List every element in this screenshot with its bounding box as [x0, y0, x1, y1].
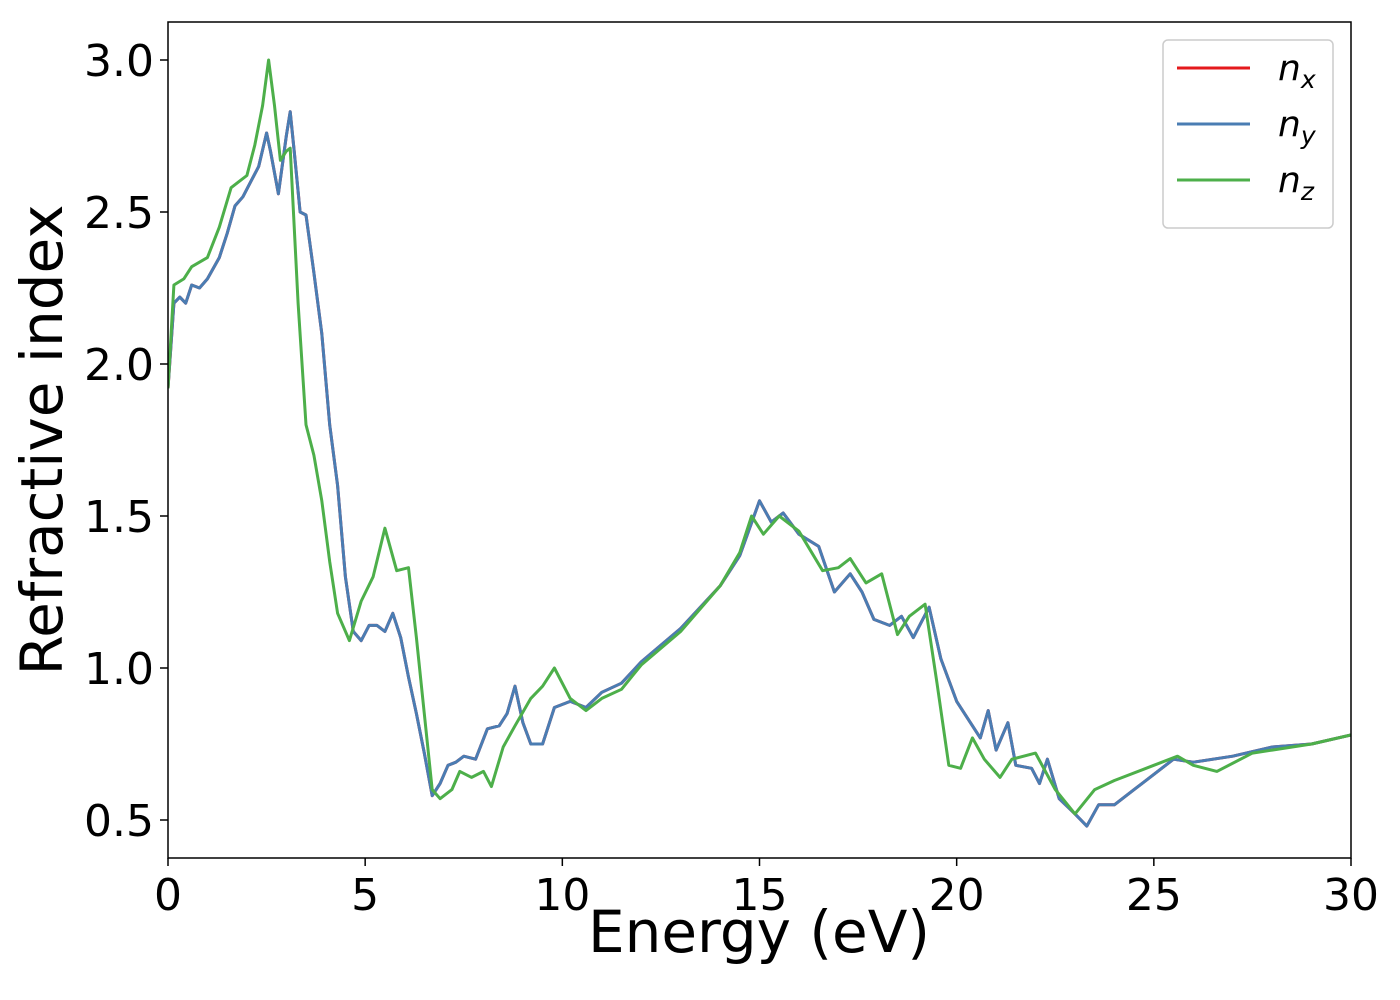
legend-label-sub: z	[1300, 177, 1315, 206]
x-axis-label: Energy (eV)	[588, 898, 930, 966]
y-tick-label: 2.5	[84, 188, 154, 239]
plot-frame	[167, 21, 1352, 859]
y-tick-label: 1.5	[84, 492, 154, 543]
y-tick-label: 3.0	[84, 36, 154, 87]
series-line	[168, 58, 1351, 816]
x-tick-label: 20	[929, 870, 985, 921]
x-tick-label: 15	[732, 870, 788, 921]
x-tick-label: 10	[534, 870, 590, 921]
legend-label-sub: x	[1300, 65, 1316, 94]
y-tick-label: 2.0	[84, 340, 154, 391]
x-tick-label: 0	[154, 870, 182, 921]
legend-label: nx	[1278, 48, 1316, 94]
legend-label-main: n	[1278, 104, 1301, 145]
legend-label: nz	[1278, 160, 1315, 206]
legend-label: ny	[1278, 104, 1317, 150]
y-tick-label: 0.5	[84, 796, 154, 847]
legend-label-main: n	[1278, 160, 1301, 201]
legend-label-main: n	[1278, 48, 1301, 89]
y-axis-label: Refractive index	[8, 204, 76, 675]
x-tick-label: 25	[1126, 870, 1182, 921]
legend-label-sub: y	[1300, 121, 1317, 150]
x-tick-label: 30	[1323, 870, 1379, 921]
x-tick-label: 5	[351, 870, 379, 921]
y-tick-label: 1.0	[84, 644, 154, 695]
